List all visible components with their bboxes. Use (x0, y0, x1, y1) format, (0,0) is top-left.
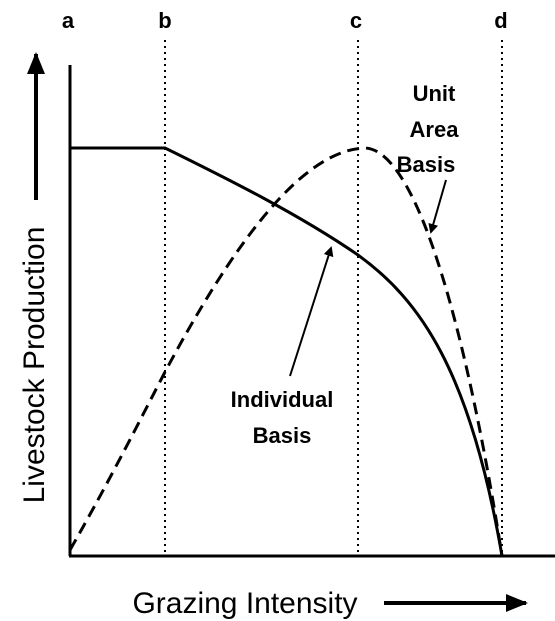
annotation: Basis (397, 152, 456, 177)
annotation: Basis (253, 423, 312, 448)
annotation-arrow (289, 246, 334, 377)
unit-area-curve (68, 146, 504, 557)
marker-label: a (62, 8, 75, 33)
annotation: Unit (413, 81, 456, 106)
marker-label: d (494, 8, 507, 33)
annotation-arrow (428, 179, 447, 234)
marker-label: b (158, 8, 171, 33)
individual-curve (70, 146, 504, 557)
annotation: Area (410, 117, 460, 142)
marker-label: c (350, 8, 362, 33)
annotation: Individual (231, 387, 334, 412)
dotted-guides (164, 40, 503, 556)
x-axis-label: Grazing Intensity (132, 587, 357, 620)
y-axis-label: Livestock Production (18, 227, 51, 504)
